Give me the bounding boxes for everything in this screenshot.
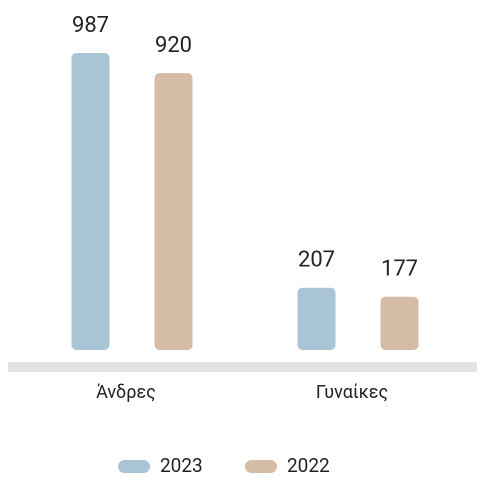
bar	[297, 287, 336, 350]
bar	[154, 73, 193, 350]
bar	[71, 53, 110, 350]
data-label: 207	[298, 248, 335, 273]
legend-swatch	[245, 460, 277, 473]
legend-label: 2022	[287, 454, 330, 477]
bar	[380, 296, 419, 350]
data-label: 920	[155, 33, 192, 58]
baseline	[8, 362, 477, 372]
x-tick-label: Γυναίκες	[316, 382, 388, 403]
data-label: 177	[381, 257, 418, 282]
legend-label: 2023	[160, 454, 203, 477]
data-label: 987	[72, 13, 109, 38]
legend-swatch	[118, 460, 150, 473]
x-tick-label: Άνδρες	[96, 382, 156, 403]
